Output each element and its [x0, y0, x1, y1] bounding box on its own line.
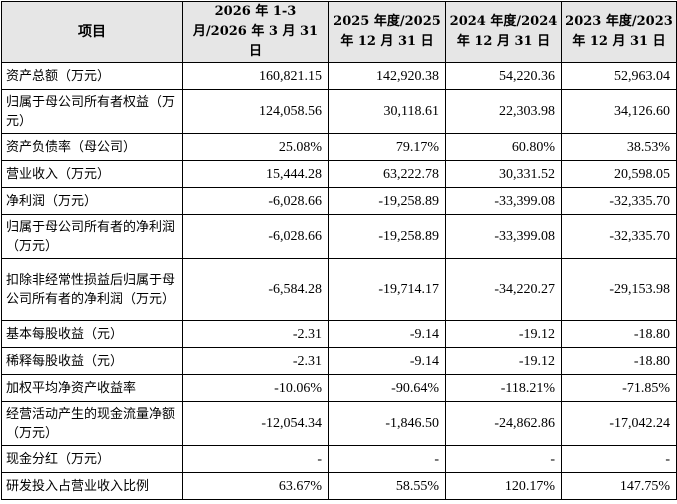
cell-value: -2.31 — [182, 320, 329, 348]
cell-value: -6,028.66 — [182, 187, 329, 215]
table-row: 归属于母公司所有者的净利润（万元） -6,028.66 -19,258.89 -… — [1, 214, 677, 259]
cell-value: -24,862.86 — [445, 401, 562, 446]
cell-value: 30,118.61 — [328, 89, 446, 134]
table-row: 现金分红（万元） - - - - — [1, 445, 677, 473]
header-2025: 2025 年度/2025 年 12 月 31 日 — [328, 1, 446, 63]
row-label: 营业收入（万元） — [1, 160, 183, 188]
cell-value: -19,714.17 — [328, 258, 446, 321]
table-row: 资产负债率（母公司） 25.08% 79.17% 60.80% 38.53% — [1, 133, 677, 161]
cell-value: -6,028.66 — [182, 214, 329, 259]
cell-value: 124,058.56 — [182, 89, 329, 134]
cell-value: -71.85% — [561, 374, 677, 402]
cell-value: 147.75% — [561, 472, 677, 500]
cell-value: 120.17% — [445, 472, 562, 500]
table-row: 稀释每股收益（元） -2.31 -9.14 -19.12 -18.80 — [1, 347, 677, 375]
table-row: 研发投入占营业收入比例 63.67% 58.55% 120.17% 147.75… — [1, 472, 677, 500]
cell-value: -1,846.50 — [328, 401, 446, 446]
header-item: 项目 — [1, 1, 183, 63]
cell-value: 20,598.05 — [561, 160, 677, 188]
cell-value: -17,042.24 — [561, 401, 677, 446]
cell-value: 142,920.38 — [328, 62, 446, 90]
cell-value: -34,220.27 — [445, 258, 562, 321]
cell-value: -33,399.08 — [445, 187, 562, 215]
cell-value: -90.64% — [328, 374, 446, 402]
row-label: 资产总额（万元） — [1, 62, 183, 90]
cell-value: -19.12 — [445, 320, 562, 348]
table-row: 加权平均净资产收益率 -10.06% -90.64% -118.21% -71.… — [1, 374, 677, 402]
row-label: 加权平均净资产收益率 — [1, 374, 183, 402]
cell-value: - — [561, 445, 677, 473]
cell-value: 60.80% — [445, 133, 562, 161]
table-row: 净利润（万元） -6,028.66 -19,258.89 -33,399.08 … — [1, 187, 677, 215]
table-row: 扣除非经常性损益后归属于母公司所有者的净利润（万元） -6,584.28 -19… — [1, 258, 677, 321]
cell-value: 63,222.78 — [328, 160, 446, 188]
cell-value: 38.53% — [561, 133, 677, 161]
row-label: 稀释每股收益（元） — [1, 347, 183, 375]
cell-value: -12,054.34 — [182, 401, 329, 446]
row-label: 基本每股收益（元） — [1, 320, 183, 348]
header-2024: 2024 年度/2024 年 12 月 31 日 — [445, 1, 562, 63]
cell-value: -19.12 — [445, 347, 562, 375]
cell-value: -118.21% — [445, 374, 562, 402]
cell-value: 160,821.15 — [182, 62, 329, 90]
header-2023: 2023 年度/2023 年 12 月 31 日 — [561, 1, 677, 63]
cell-value: 54,220.36 — [445, 62, 562, 90]
cell-value: - — [445, 445, 562, 473]
cell-value: -9.14 — [328, 347, 446, 375]
table-row: 资产总额（万元） 160,821.15 142,920.38 54,220.36… — [1, 62, 677, 90]
table-header-row: 项目 2026 年 1-3 月/2026 年 3 月 31 日 2025 年度/… — [1, 1, 677, 63]
row-label: 归属于母公司所有者的净利润（万元） — [1, 214, 183, 259]
header-2026q1: 2026 年 1-3 月/2026 年 3 月 31 日 — [182, 1, 329, 63]
cell-value: 34,126.60 — [561, 89, 677, 134]
cell-value: 25.08% — [182, 133, 329, 161]
row-label: 现金分红（万元） — [1, 445, 183, 473]
table-row: 经营活动产生的现金流量净额（万元） -12,054.34 -1,846.50 -… — [1, 401, 677, 446]
row-label: 研发投入占营业收入比例 — [1, 472, 183, 500]
cell-value: 22,303.98 — [445, 89, 562, 134]
cell-value: -18.80 — [561, 347, 677, 375]
cell-value: -29,153.98 — [561, 258, 677, 321]
row-label: 资产负债率（母公司） — [1, 133, 183, 161]
cell-value: -10.06% — [182, 374, 329, 402]
table-row: 归属于母公司所有者权益（万元） 124,058.56 30,118.61 22,… — [1, 89, 677, 134]
cell-value: 79.17% — [328, 133, 446, 161]
row-label: 归属于母公司所有者权益（万元） — [1, 89, 183, 134]
cell-value: -32,335.70 — [561, 187, 677, 215]
cell-value: -18.80 — [561, 320, 677, 348]
cell-value: 52,963.04 — [561, 62, 677, 90]
table-row: 营业收入（万元） 15,444.28 63,222.78 30,331.52 2… — [1, 160, 677, 188]
row-label: 经营活动产生的现金流量净额（万元） — [1, 401, 183, 446]
cell-value: 15,444.28 — [182, 160, 329, 188]
cell-value: - — [182, 445, 329, 473]
cell-value: 58.55% — [328, 472, 446, 500]
cell-value: -19,258.89 — [328, 214, 446, 259]
cell-value: -2.31 — [182, 347, 329, 375]
cell-value: - — [328, 445, 446, 473]
cell-value: -6,584.28 — [182, 258, 329, 321]
row-label: 净利润（万元） — [1, 187, 183, 215]
cell-value: -9.14 — [328, 320, 446, 348]
cell-value: -19,258.89 — [328, 187, 446, 215]
row-label: 扣除非经常性损益后归属于母公司所有者的净利润（万元） — [1, 258, 183, 321]
table-row: 基本每股收益（元） -2.31 -9.14 -19.12 -18.80 — [1, 320, 677, 348]
cell-value: 30,331.52 — [445, 160, 562, 188]
cell-value: 63.67% — [182, 472, 329, 500]
cell-value: -33,399.08 — [445, 214, 562, 259]
cell-value: -32,335.70 — [561, 214, 677, 259]
